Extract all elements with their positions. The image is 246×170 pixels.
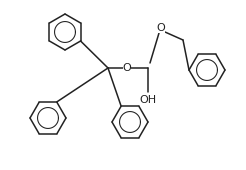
Text: OH: OH xyxy=(139,95,156,105)
Text: O: O xyxy=(123,63,131,73)
Text: O: O xyxy=(157,23,165,33)
